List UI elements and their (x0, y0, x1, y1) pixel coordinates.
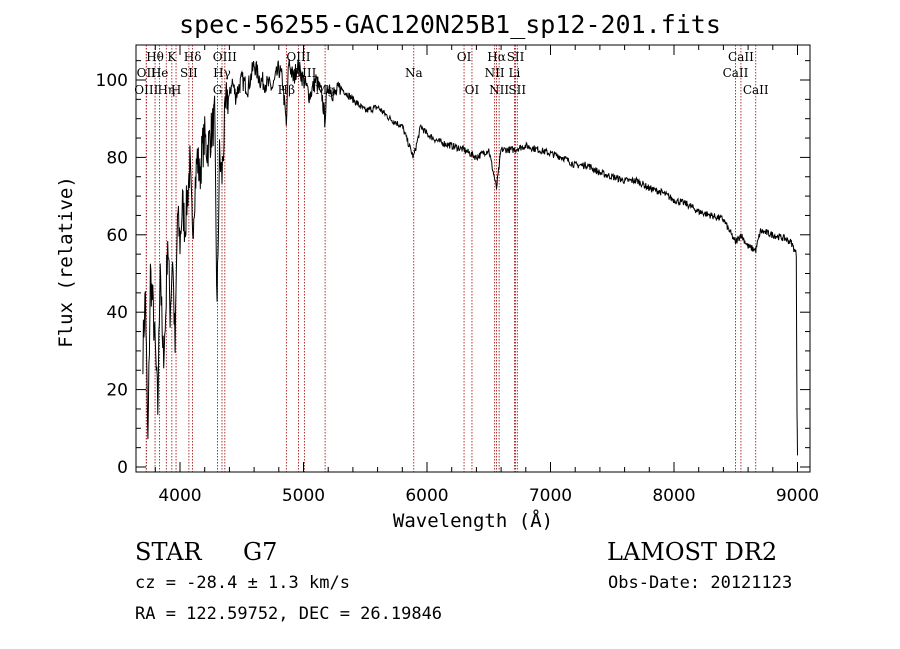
line-marker-label: NII (485, 66, 505, 80)
y-tick-label: 80 (106, 148, 128, 168)
y-tick-label: 20 (106, 381, 128, 401)
line-marker-label: Hα (487, 50, 506, 64)
axis-tick-labels: 4000 5000 6000 7000 8000 9000 0 20 40 60 80 100 (96, 71, 820, 506)
object-subclass: G7 (243, 538, 278, 566)
line-marker-label: OIII (213, 50, 237, 64)
axis-ticks (136, 45, 810, 472)
y-axis-label: Flux (relative) (55, 176, 77, 348)
spectrum-line (142, 58, 798, 456)
line-marker-label: OI (457, 50, 472, 64)
line-marker-label: Hθ (146, 50, 164, 64)
y-tick-label: 100 (96, 71, 128, 91)
line-marker-label: SII (507, 50, 525, 64)
x-tick-label: 9000 (776, 486, 819, 506)
line-marker-label: Li (509, 66, 521, 80)
line-marker-label: H (171, 83, 181, 97)
x-tick-label: 5000 (282, 486, 325, 506)
x-tick-label: 7000 (529, 486, 572, 506)
line-marker-label: CaII (743, 83, 769, 97)
x-tick-label: 6000 (405, 486, 448, 506)
observation-date: Obs-Date: 20121123 (608, 573, 793, 593)
line-marker-label: CaII (728, 50, 754, 64)
line-marker-label: OIII (286, 50, 310, 64)
line-marker-label: CaII (723, 66, 749, 80)
line-marker-label: Hβ (278, 83, 295, 97)
spectrum-group (142, 58, 798, 456)
object-class: STAR (135, 538, 202, 566)
line-marker-label: SII (508, 83, 526, 97)
line-marker-label: Na (405, 66, 423, 80)
y-tick-label: 0 (117, 458, 128, 478)
line-marker-label: Hη (157, 83, 175, 97)
chart-title: spec-56255-GAC120N25B1_sp12-201.fits (179, 10, 721, 39)
x-axis-label: Wavelength (Å) (392, 510, 554, 532)
line-marker-label: K (167, 50, 177, 64)
line-marker-label: NII (489, 83, 509, 97)
x-tick-label: 8000 (652, 486, 695, 506)
line-marker-label: OIII (134, 83, 158, 97)
plot-frame (135, 44, 811, 473)
y-tick-label: 60 (106, 226, 128, 246)
redshift-velocity: cz = -28.4 ± 1.3 km/s (135, 573, 350, 593)
line-marker-label: OII (137, 66, 157, 80)
line-marker-label: Hγ (213, 66, 231, 80)
line-marker-label: SII (180, 66, 198, 80)
line-marker-label: OI (465, 83, 480, 97)
survey-name: LAMOST DR2 (607, 538, 778, 566)
line-marker-label: He (151, 66, 169, 80)
line-marker-label: G (213, 83, 223, 97)
line-marker-group (145, 45, 757, 472)
x-tick-label: 4000 (158, 486, 201, 506)
ra-dec-coordinates: RA = 122.59752, DEC = 26.19846 (135, 604, 443, 624)
y-tick-label: 40 (106, 303, 128, 323)
line-marker-label: Hδ (184, 50, 202, 64)
